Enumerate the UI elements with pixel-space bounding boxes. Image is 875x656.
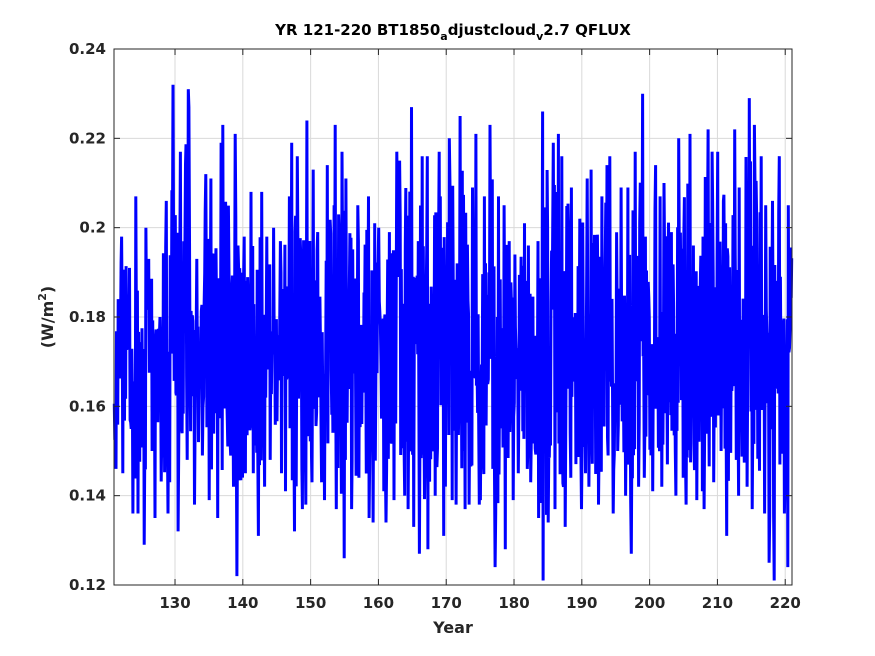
title-part-3: 2.7 QFLUX	[543, 21, 631, 39]
x-tick-label: 140	[227, 594, 258, 612]
x-tick-label: 170	[431, 594, 462, 612]
y-tick-label: 0.2	[79, 219, 106, 237]
y-tick-label: 0.24	[69, 40, 106, 58]
title-subscript-2: v	[536, 30, 544, 43]
x-tick-label: 200	[634, 594, 665, 612]
x-tick-label: 220	[770, 594, 801, 612]
title-subscript-1: a	[440, 30, 447, 43]
x-tick-label: 210	[702, 594, 733, 612]
data-series	[112, 84, 794, 581]
x-axis-label: Year	[432, 618, 473, 637]
x-tick-label: 150	[295, 594, 326, 612]
y-tick-label: 0.16	[69, 397, 106, 415]
y-tick-label: 0.18	[69, 308, 106, 326]
series-line	[112, 84, 794, 581]
title-part-1: YR 121-220 BT1850	[274, 21, 440, 39]
y-label-end: )	[38, 286, 57, 293]
title-part-2: djustcloud	[448, 21, 536, 39]
x-tick-label: 160	[363, 594, 394, 612]
chart-title: YR 121-220 BT1850adjustcloudv2.7 QFLUX	[274, 21, 631, 43]
y-tick-label: 0.22	[69, 129, 106, 147]
y-tick-label: 0.14	[69, 487, 106, 505]
y-label-main: (W/m	[38, 301, 57, 348]
x-tick-label: 130	[159, 594, 190, 612]
x-tick-label: 180	[498, 594, 529, 612]
y-axis-label: (W/m2)	[36, 286, 57, 348]
y-label-superscript: 2	[36, 293, 49, 301]
x-tick-label: 190	[566, 594, 597, 612]
ticks: 130 140 150 160 170 180 190 200 210 220 0.12 0.14 0.…	[69, 40, 801, 612]
y-tick-label: 0.12	[69, 576, 106, 594]
